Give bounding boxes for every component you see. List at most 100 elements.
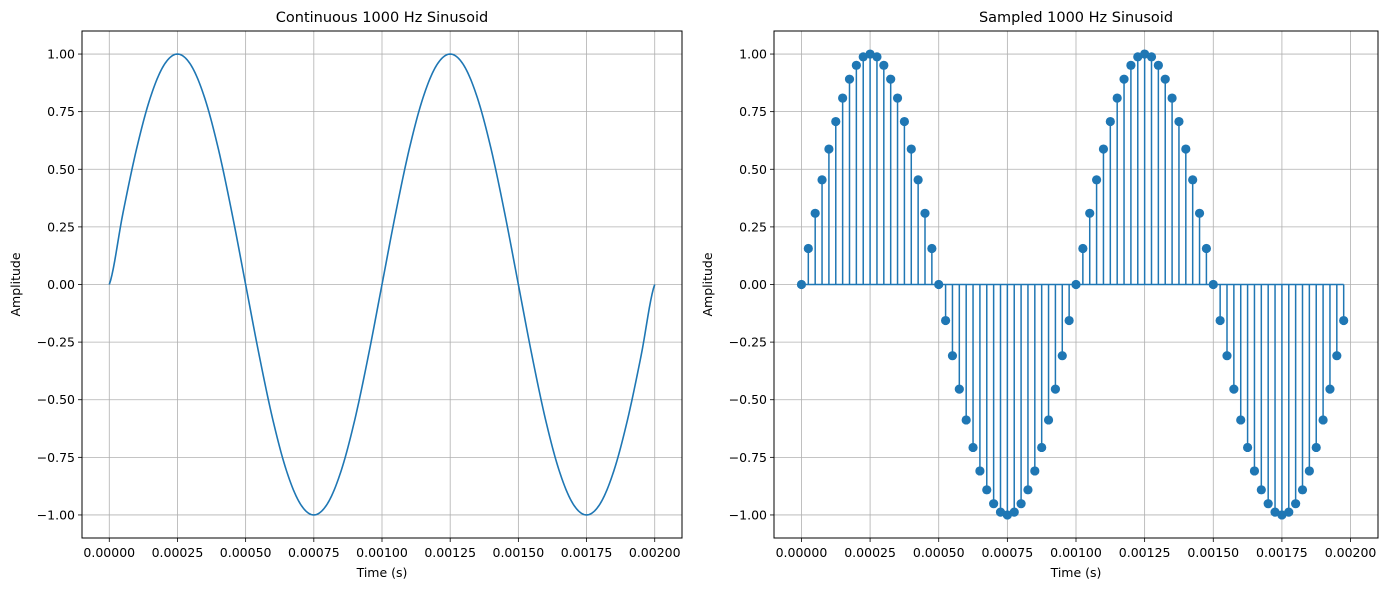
sample-point [1146,52,1157,62]
sample-point [1332,351,1342,361]
sample-point [1325,384,1335,394]
sample-point [851,60,861,70]
x-tick-label: 0.00050 [220,545,272,560]
sample-point [872,52,882,62]
y-tick-label: −1.00 [729,507,767,522]
x-tick-label: 0.00200 [1325,545,1377,560]
sample-point [1160,74,1170,84]
panel-title: Sampled 1000 Hz Sinusoid [979,10,1173,26]
sample-point [961,415,971,425]
sample-point [1023,485,1033,495]
x-tick-label: 0.00175 [1256,545,1308,560]
sample-point [1256,485,1266,495]
y-tick-label: 0.00 [47,277,75,292]
sample-point [954,384,964,394]
x-axis-label: Time (s) [1050,565,1102,580]
sample-point [1311,442,1321,453]
y-tick-label: −0.25 [729,335,767,350]
sample-point [838,93,848,103]
y-tick-label: 0.50 [47,162,75,177]
x-tick-label: 0.00125 [1119,545,1171,560]
x-tick-label: 0.00100 [356,545,408,560]
sample-point [796,279,807,290]
sample-point [892,93,903,103]
sample-point [1016,499,1026,509]
sample-point [1153,60,1163,70]
x-tick-label: 0.00025 [844,545,896,560]
sample-point [1249,466,1260,476]
y-tick-label: 0.25 [739,219,767,234]
sample-point [1071,279,1081,290]
sample-point [968,442,978,453]
sample-point [899,116,910,127]
x-tick-label: 0.00200 [629,545,681,560]
sample-point [1064,315,1074,326]
x-tick-label: 0.00150 [493,545,545,560]
sample-point [1181,144,1191,154]
x-tick-label: 0.00150 [1187,545,1239,560]
sample-point [975,466,985,476]
sample-point [1078,243,1088,254]
sample-point [817,175,827,185]
sample-point [1339,315,1349,326]
sample-point [824,144,834,154]
y-tick-label: 1.00 [47,47,75,62]
sample-point [1194,208,1205,218]
x-tick-label: 0.00175 [561,545,613,560]
sample-point [913,175,923,185]
sample-point [1085,208,1095,218]
sample-point [803,243,813,254]
y-tick-label: −1.00 [37,507,75,522]
sample-point [1098,144,1109,154]
series-line [108,53,656,516]
y-tick-label: −0.75 [37,450,75,465]
panel-continuous: 0.00000 0.00025 0.00050 0.00075 0.00100 0.001… [8,10,683,580]
sample-point [982,485,992,495]
sample-point [1057,351,1067,361]
x-tick-label: 0.00075 [982,545,1034,560]
sample-point [906,144,916,154]
sample-point [1263,499,1273,509]
sample-point [844,74,855,84]
y-tick-label: 0.00 [739,277,767,292]
sample-point [810,208,820,218]
sample-point [1188,175,1198,185]
sample-point [1112,93,1122,103]
sample-point [1009,507,1019,517]
x-tick-label: 0.00000 [776,545,828,560]
sample-point [1126,60,1136,70]
y-tick-label: 1.00 [739,47,767,62]
sample-point [1291,499,1301,509]
sample-point [1043,415,1054,425]
sample-point [1229,384,1239,394]
sample-point [989,499,999,509]
sample-point [1174,116,1184,127]
y-axis-label: Amplitude [8,252,23,316]
y-tick-label: −0.50 [729,392,767,407]
y-tick-label: −0.50 [37,392,75,407]
sample-point [1215,315,1225,326]
sample-point [920,208,930,218]
y-tick-label: 0.75 [739,104,767,119]
sample-point [1037,442,1047,453]
y-tick-label: 0.25 [47,219,75,234]
y-tick-label: 0.50 [739,162,767,177]
sample-point [1208,279,1218,290]
sample-point [1236,415,1246,425]
sample-point [1304,466,1314,476]
sample-point [831,116,841,127]
sample-point [1030,466,1040,476]
sample-point [947,351,958,361]
x-tick-label: 0.00050 [913,545,965,560]
panel-sampled: 0.00000 0.00025 0.00050 0.00075 0.00100 0.001… [700,10,1379,580]
x-axis-label: Time (s) [356,565,408,580]
sample-point [927,243,937,254]
y-axis-label: Amplitude [700,252,715,316]
sample-point [1318,415,1328,425]
x-tick-label: 0.00125 [424,545,476,560]
panel-title: Continuous 1000 Hz Sinusoid [276,10,488,26]
sample-point [1167,93,1177,103]
sample-point [1105,116,1115,127]
y-tick-label: −0.75 [729,450,767,465]
